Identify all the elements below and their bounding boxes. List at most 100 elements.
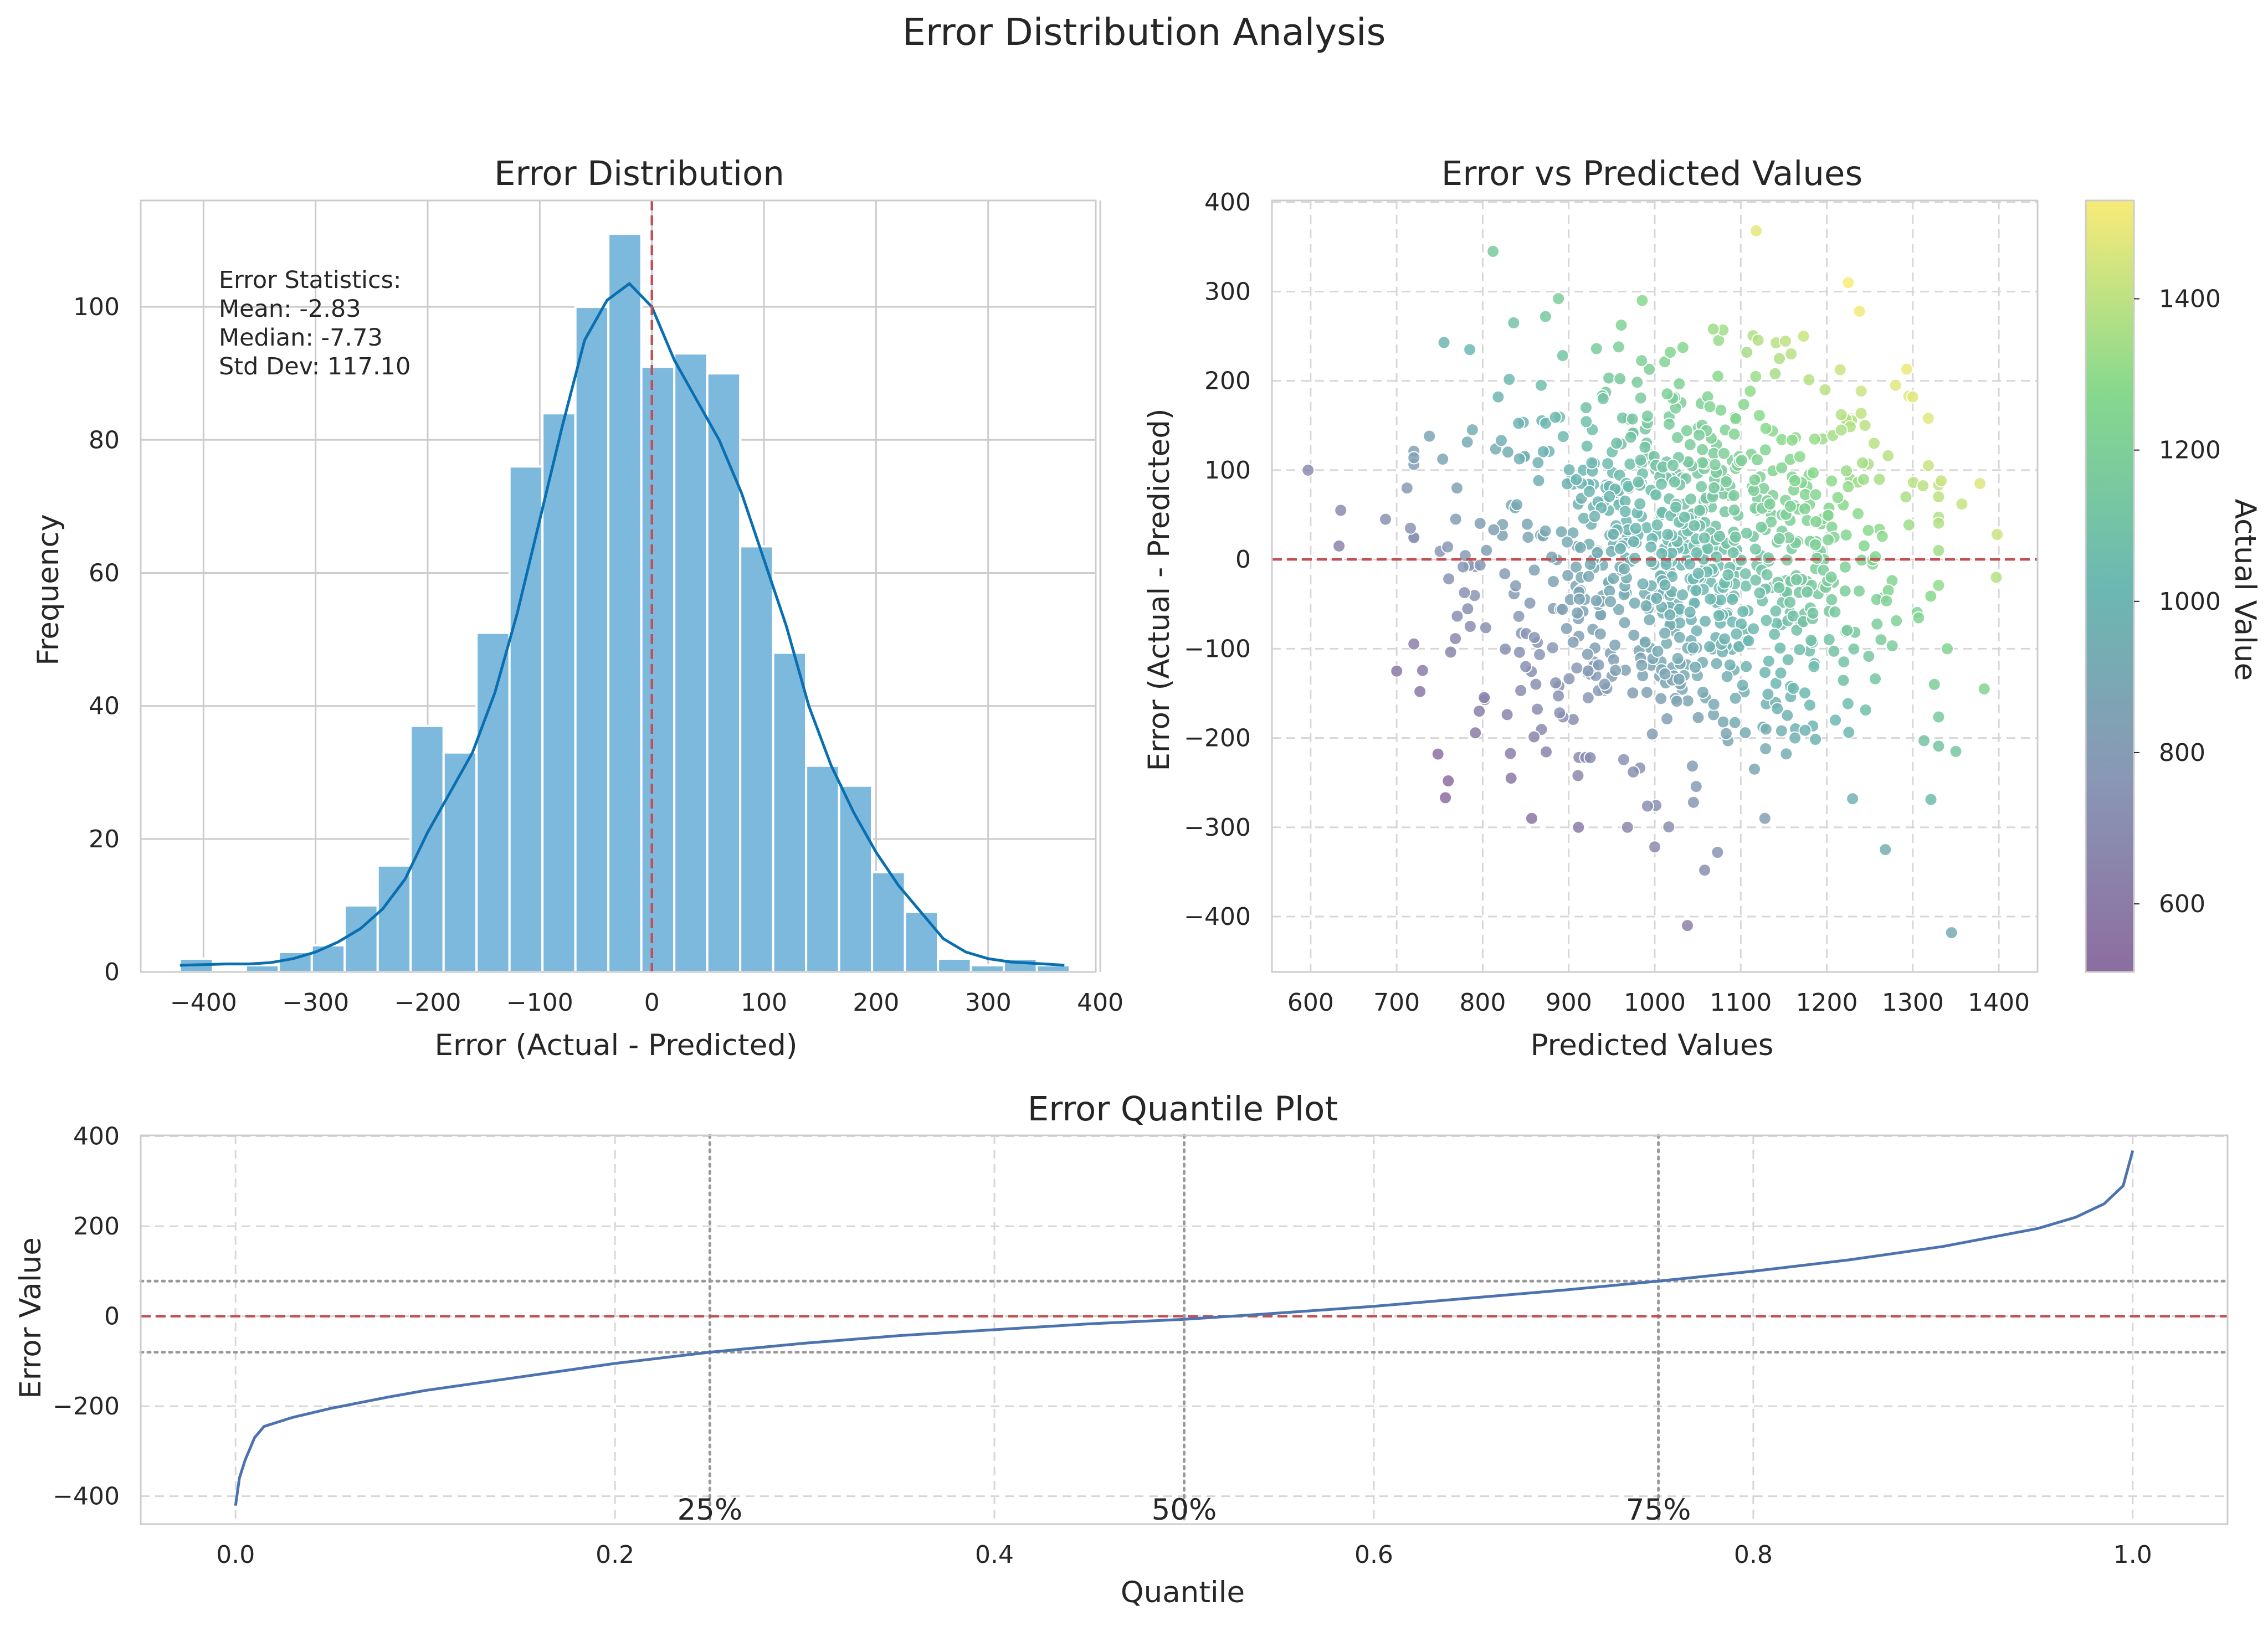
scatter-y-tick-label: 400	[1204, 188, 1251, 217]
scatter-point	[1809, 488, 1823, 502]
scatter-point	[1613, 372, 1627, 385]
scatter-point	[1589, 342, 1603, 356]
scatter-point	[1334, 503, 1348, 517]
histogram-bar	[838, 784, 874, 974]
scatter-point	[1539, 416, 1553, 430]
scatter-point	[1696, 686, 1710, 699]
scatter-point	[1751, 333, 1765, 347]
scatter-point	[1635, 294, 1649, 307]
scatter-point	[1491, 390, 1505, 404]
scatter-point	[1857, 472, 1871, 486]
scatter-x-tick-label: 700	[1373, 989, 1420, 1017]
scatter-point	[1444, 645, 1458, 659]
scatter-point	[1473, 517, 1487, 531]
scatter-point	[1797, 330, 1810, 343]
scatter-point	[1676, 588, 1690, 602]
scatter-point	[1825, 474, 1839, 488]
scatter-point	[1465, 423, 1479, 437]
scatter-point	[1867, 436, 1881, 450]
scatter-point	[1932, 516, 1946, 530]
scatter-point	[1732, 640, 1746, 654]
scatter-point	[1531, 702, 1544, 716]
scatter-point	[1758, 666, 1772, 680]
scatter-point	[1752, 409, 1766, 423]
scatter-point	[1842, 725, 1856, 739]
scatter-point	[1573, 592, 1586, 606]
scatter-point	[1759, 421, 1773, 435]
scatter-point	[1532, 474, 1546, 487]
histogram-bar	[937, 957, 972, 974]
scatter-point	[1786, 609, 1800, 623]
scatter-point	[1788, 474, 1802, 487]
scatter-point	[1807, 466, 1820, 480]
scatter-point	[1783, 595, 1797, 609]
scatter-point	[1572, 820, 1585, 834]
scatter-point	[1740, 346, 1754, 359]
scatter-point	[1579, 401, 1593, 415]
scatter-point	[1552, 689, 1566, 703]
colorbar-tick-label: 1200	[2159, 436, 2221, 465]
scatter-point	[1684, 492, 1698, 506]
scatter-point	[1672, 630, 1686, 644]
scatter-point	[1989, 570, 2003, 584]
scatter-point	[1562, 672, 1576, 686]
scatter-point	[1633, 497, 1647, 511]
scatter-point	[1854, 384, 1868, 398]
scatter-point	[1486, 244, 1500, 258]
scatter-point	[1607, 572, 1620, 585]
scatter-point	[1690, 624, 1703, 638]
histogram-x-tick-label: −100	[506, 989, 573, 1017]
scatter-point	[1841, 480, 1855, 493]
scatter-point	[1759, 742, 1773, 755]
scatter-point	[1890, 614, 1903, 627]
scatter-point	[1728, 716, 1742, 729]
scatter-point	[1841, 697, 1855, 711]
scatter-point	[1738, 567, 1752, 581]
scatter-point	[1577, 511, 1590, 525]
scatter-point	[1824, 570, 1838, 584]
scatter-point	[1469, 726, 1482, 740]
scatter-point	[1460, 435, 1474, 449]
scatter-point	[1590, 546, 1604, 559]
scatter-point	[1761, 687, 1775, 701]
scatter-point	[1859, 703, 1872, 717]
scatter-point	[1809, 538, 1822, 552]
scatter-point	[1853, 584, 1866, 598]
scatter-point	[1899, 490, 1913, 504]
histogram-bar	[244, 964, 280, 973]
scatter-point	[1802, 373, 1816, 387]
scatter-point	[1607, 527, 1620, 541]
scatter-point	[1569, 472, 1583, 486]
quantile-xlabel: Quantile	[1121, 1576, 1245, 1609]
scatter-point	[1525, 811, 1538, 825]
scatter-point	[1749, 369, 1763, 383]
scatter-point	[1932, 490, 1946, 503]
scatter-point	[1686, 795, 1700, 809]
colorbar-tick-label: 1000	[2159, 588, 2221, 616]
scatter-point	[1831, 491, 1845, 505]
scatter-point	[1779, 335, 1792, 348]
scatter-point	[1862, 650, 1876, 663]
scatter-point	[1708, 458, 1722, 471]
scatter-point	[1660, 712, 1674, 725]
scatter-point	[1661, 528, 1675, 541]
scatter-point	[1828, 605, 1842, 619]
quartile-label: 75%	[1626, 1493, 1691, 1527]
scatter-point	[1650, 518, 1664, 532]
scatter-point	[1932, 544, 1946, 557]
scatter-point	[1400, 481, 1414, 495]
scatter-point	[1536, 445, 1550, 459]
scatter-point	[1431, 747, 1445, 761]
scatter-point	[1834, 408, 1848, 421]
scatter-point	[1588, 510, 1602, 523]
histogram-x-tick-label: −400	[170, 989, 237, 1017]
scatter-point	[1800, 585, 1814, 599]
quartile-label: 50%	[1152, 1493, 1217, 1527]
scatter-point	[1579, 415, 1593, 429]
scatter-point	[1663, 608, 1677, 622]
scatter-point	[1737, 398, 1751, 411]
scatter-point	[1691, 567, 1705, 580]
scatter-point	[1442, 572, 1456, 586]
scatter-point	[1775, 461, 1789, 475]
scatter-point	[1602, 371, 1616, 385]
